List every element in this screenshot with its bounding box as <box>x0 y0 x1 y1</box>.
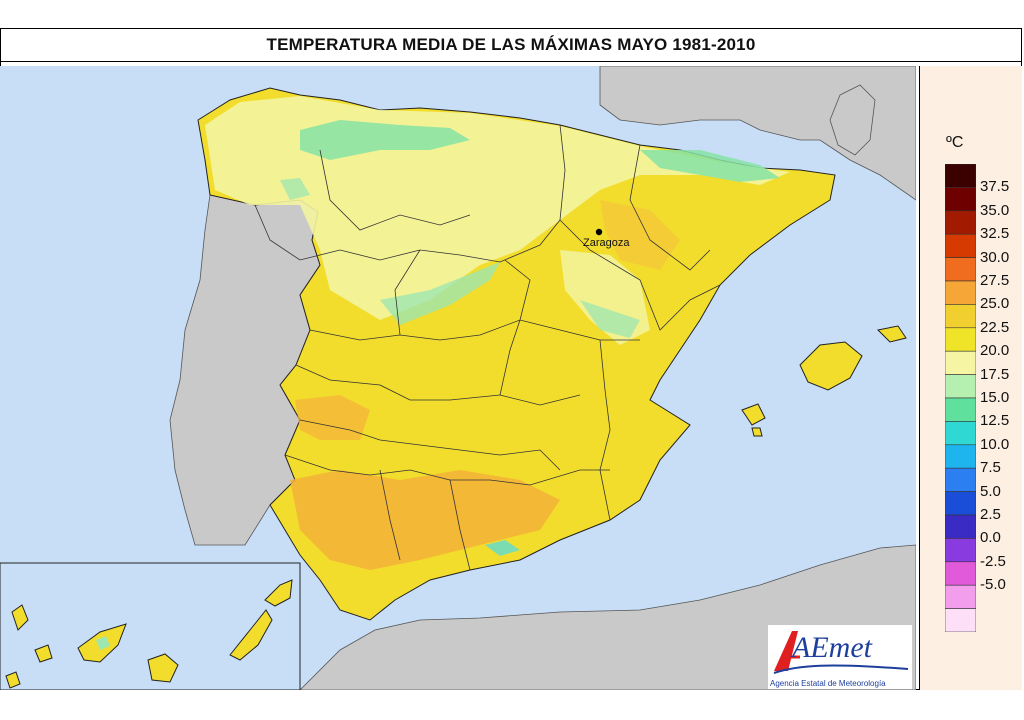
legend-swatch <box>945 397 976 422</box>
galicia-highlands <box>280 178 310 200</box>
legend-swatch <box>945 327 976 352</box>
guadalquivir-warm-zone <box>290 470 560 570</box>
mallorca <box>799 341 863 391</box>
title-bar: TEMPERATURA MEDIA DE LAS MÁXIMAS MAYO 19… <box>0 28 1022 62</box>
pyrenees <box>640 150 780 182</box>
sierra-nevada <box>485 540 520 556</box>
legend-swatch <box>945 164 976 188</box>
central-system <box>380 262 500 325</box>
aemet-logo-mark <box>773 631 909 674</box>
legend-label: 0.0 <box>980 529 1001 547</box>
legend-swatch <box>945 467 976 492</box>
legend-label: 7.5 <box>980 459 1001 477</box>
extremadura-warm-zone <box>295 395 370 440</box>
legend-label: 10.0 <box>980 435 1010 453</box>
africa-landmass <box>299 544 916 690</box>
legend-label: 27.5 <box>980 272 1010 289</box>
aemet-logo-text: AEmet <box>792 631 872 664</box>
teide-zone <box>96 636 110 650</box>
legend-label: 5.0 <box>980 482 1001 500</box>
legend-label: 15.0 <box>980 389 1010 406</box>
legend-label: 22.5 <box>980 318 1010 336</box>
legend-color-bar <box>945 164 976 632</box>
legend-swatch <box>945 280 976 305</box>
corsica-landmass <box>829 84 876 156</box>
aemet-logo: AEmet <box>768 625 912 689</box>
legend-swatch <box>945 233 976 258</box>
cantabrian-mountains <box>300 120 470 160</box>
legend-swatch <box>945 584 976 609</box>
menorca <box>876 325 907 343</box>
map-title: TEMPERATURA MEDIA DE LAS MÁXIMAS MAYO 19… <box>266 35 756 54</box>
legend-swatch <box>945 210 976 235</box>
legend-label: 12.5 <box>980 412 1010 430</box>
legend-label: 30.0 <box>980 248 1010 266</box>
legend-label: 35.0 <box>980 201 1010 219</box>
canary-islands <box>5 579 293 689</box>
legend-swatch <box>945 561 976 586</box>
legend-swatch <box>945 491 976 516</box>
legend-swatch <box>945 304 976 329</box>
aemet-logo-subtitle: Agencia Estatal de Meteorología <box>770 679 886 688</box>
legend-swatch <box>945 350 976 375</box>
iberian-system <box>580 300 640 338</box>
legend-swatch <box>945 421 976 446</box>
ibiza <box>741 403 766 426</box>
legend-label: -5.0 <box>980 576 1006 594</box>
legend-label: 2.5 <box>980 506 1001 523</box>
legend-swatch <box>945 374 976 399</box>
formentera <box>751 427 763 437</box>
legend-swatch <box>945 444 976 469</box>
temperature-map: Zaragoza <box>0 66 916 690</box>
france-landmass <box>599 66 916 201</box>
legend-swatch <box>945 514 976 539</box>
legend-unit: ºC <box>946 134 964 151</box>
legend-swatch <box>945 538 976 563</box>
legend-label: 25.0 <box>980 295 1010 313</box>
region-borders <box>254 124 721 571</box>
legend-swatch <box>945 257 976 282</box>
zaragoza-label: Zaragoza <box>583 237 630 249</box>
legend-label: -2.5 <box>980 552 1006 570</box>
zaragoza-marker <box>595 228 603 236</box>
legend-swatch <box>945 187 976 212</box>
legend-label: 17.5 <box>980 365 1010 383</box>
legend-label: 37.5 <box>980 178 1010 196</box>
ebro-warm-zone <box>600 200 680 270</box>
legend-swatch <box>945 608 976 632</box>
legend-label: 20.0 <box>980 342 1010 360</box>
legend-label: 32.5 <box>980 225 1010 243</box>
